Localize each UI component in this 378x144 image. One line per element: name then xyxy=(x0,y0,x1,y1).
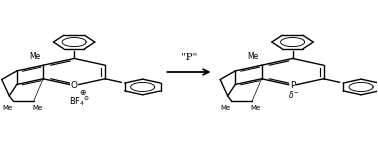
Text: BF$_4$$^{\ominus}$: BF$_4$$^{\ominus}$ xyxy=(69,95,90,109)
Text: $\delta^{-}$: $\delta^{-}$ xyxy=(288,89,299,100)
Text: $\oplus$: $\oplus$ xyxy=(79,88,86,97)
Text: Me: Me xyxy=(251,105,261,111)
Text: "P": "P" xyxy=(181,53,197,62)
Text: O: O xyxy=(71,81,77,90)
Text: Me: Me xyxy=(2,105,12,111)
Text: Me: Me xyxy=(247,52,259,61)
Text: Me: Me xyxy=(29,52,40,61)
Text: Me: Me xyxy=(33,105,43,111)
Text: P: P xyxy=(290,81,295,90)
Text: Me: Me xyxy=(221,105,231,111)
